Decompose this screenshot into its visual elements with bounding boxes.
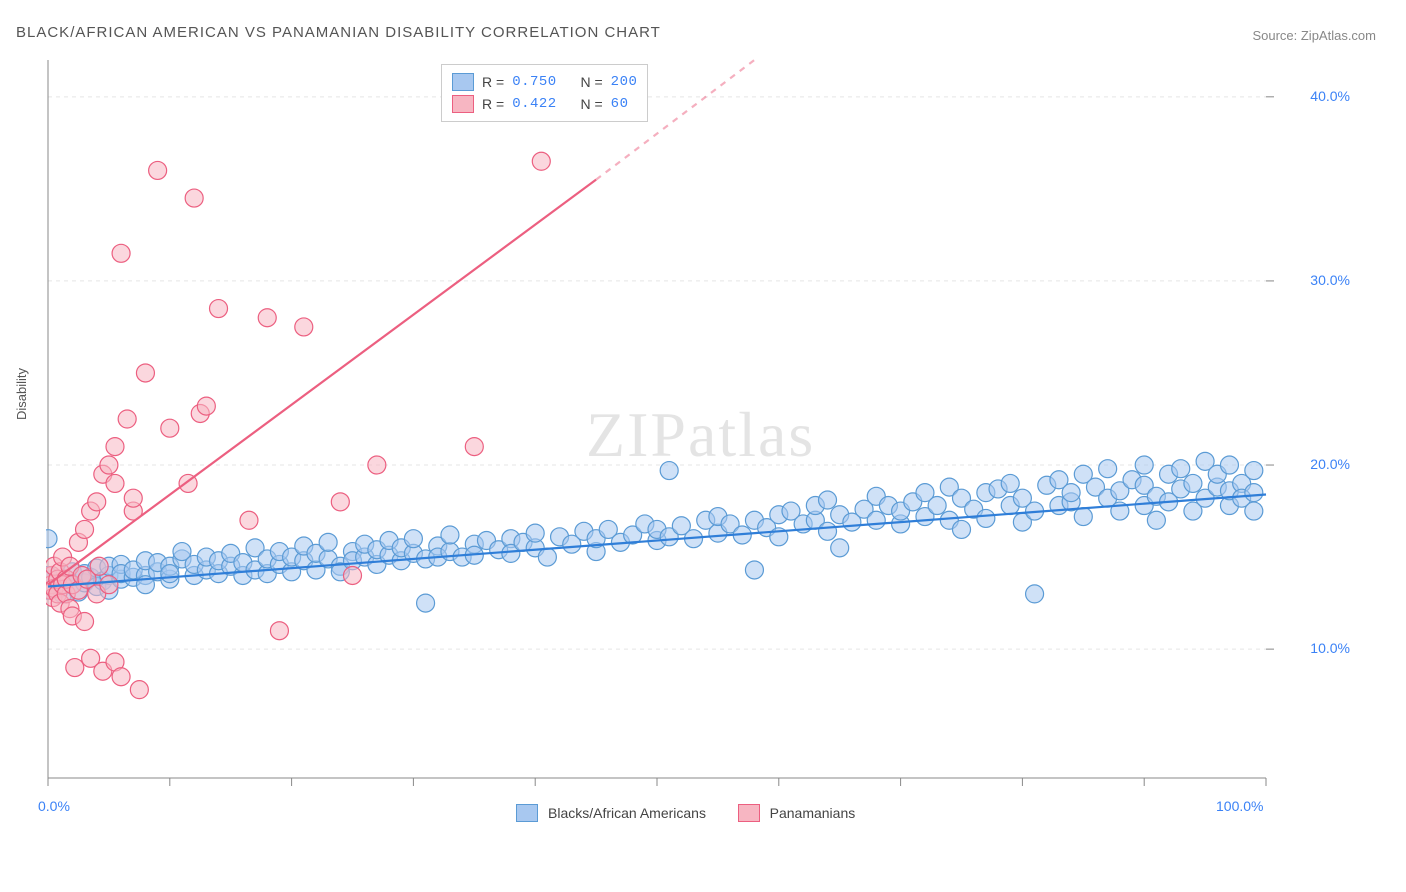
n-value-pink: 60 xyxy=(611,96,629,112)
series-legend: Blacks/African Americans Panamanians xyxy=(516,804,855,822)
chart-title: BLACK/AFRICAN AMERICAN VS PANAMANIAN DIS… xyxy=(16,24,661,41)
stats-row-pink: R = 0.422 N = 60 xyxy=(452,93,637,115)
y-axis-label: Disability xyxy=(14,368,29,420)
y-tick-label: 30.0% xyxy=(1280,272,1350,288)
x-tick-label: 0.0% xyxy=(38,798,70,814)
y-tick-label: 40.0% xyxy=(1280,88,1350,104)
r-label: R = xyxy=(482,74,504,90)
swatch-blue xyxy=(452,73,474,91)
n-value-blue: 200 xyxy=(611,74,638,90)
swatch-pink xyxy=(452,95,474,113)
r-value-blue: 0.750 xyxy=(512,74,557,90)
y-tick-label: 20.0% xyxy=(1280,456,1350,472)
n-label: N = xyxy=(580,74,602,90)
scatter-plot-svg xyxy=(46,58,1346,818)
x-tick-label: 100.0% xyxy=(1216,798,1263,814)
source-label: Source: xyxy=(1252,28,1300,43)
stats-row-blue: R = 0.750 N = 200 xyxy=(452,71,637,93)
correlation-stats-legend: R = 0.750 N = 200 R = 0.422 N = 60 xyxy=(441,64,648,122)
legend-label-pink: Panamanians xyxy=(770,805,856,821)
r-label: R = xyxy=(482,96,504,112)
legend-swatch-pink xyxy=(738,804,760,822)
y-tick-label: 10.0% xyxy=(1280,640,1350,656)
chart-area: ZIPatlas R = 0.750 N = 200 R = 0.422 N =… xyxy=(46,58,1346,818)
legend-swatch-blue xyxy=(516,804,538,822)
source-link[interactable]: ZipAtlas.com xyxy=(1301,28,1376,43)
r-value-pink: 0.422 xyxy=(512,96,557,112)
legend-label-blue: Blacks/African Americans xyxy=(548,805,706,821)
source-attribution: Source: ZipAtlas.com xyxy=(1252,28,1376,43)
n-label: N = xyxy=(580,96,602,112)
